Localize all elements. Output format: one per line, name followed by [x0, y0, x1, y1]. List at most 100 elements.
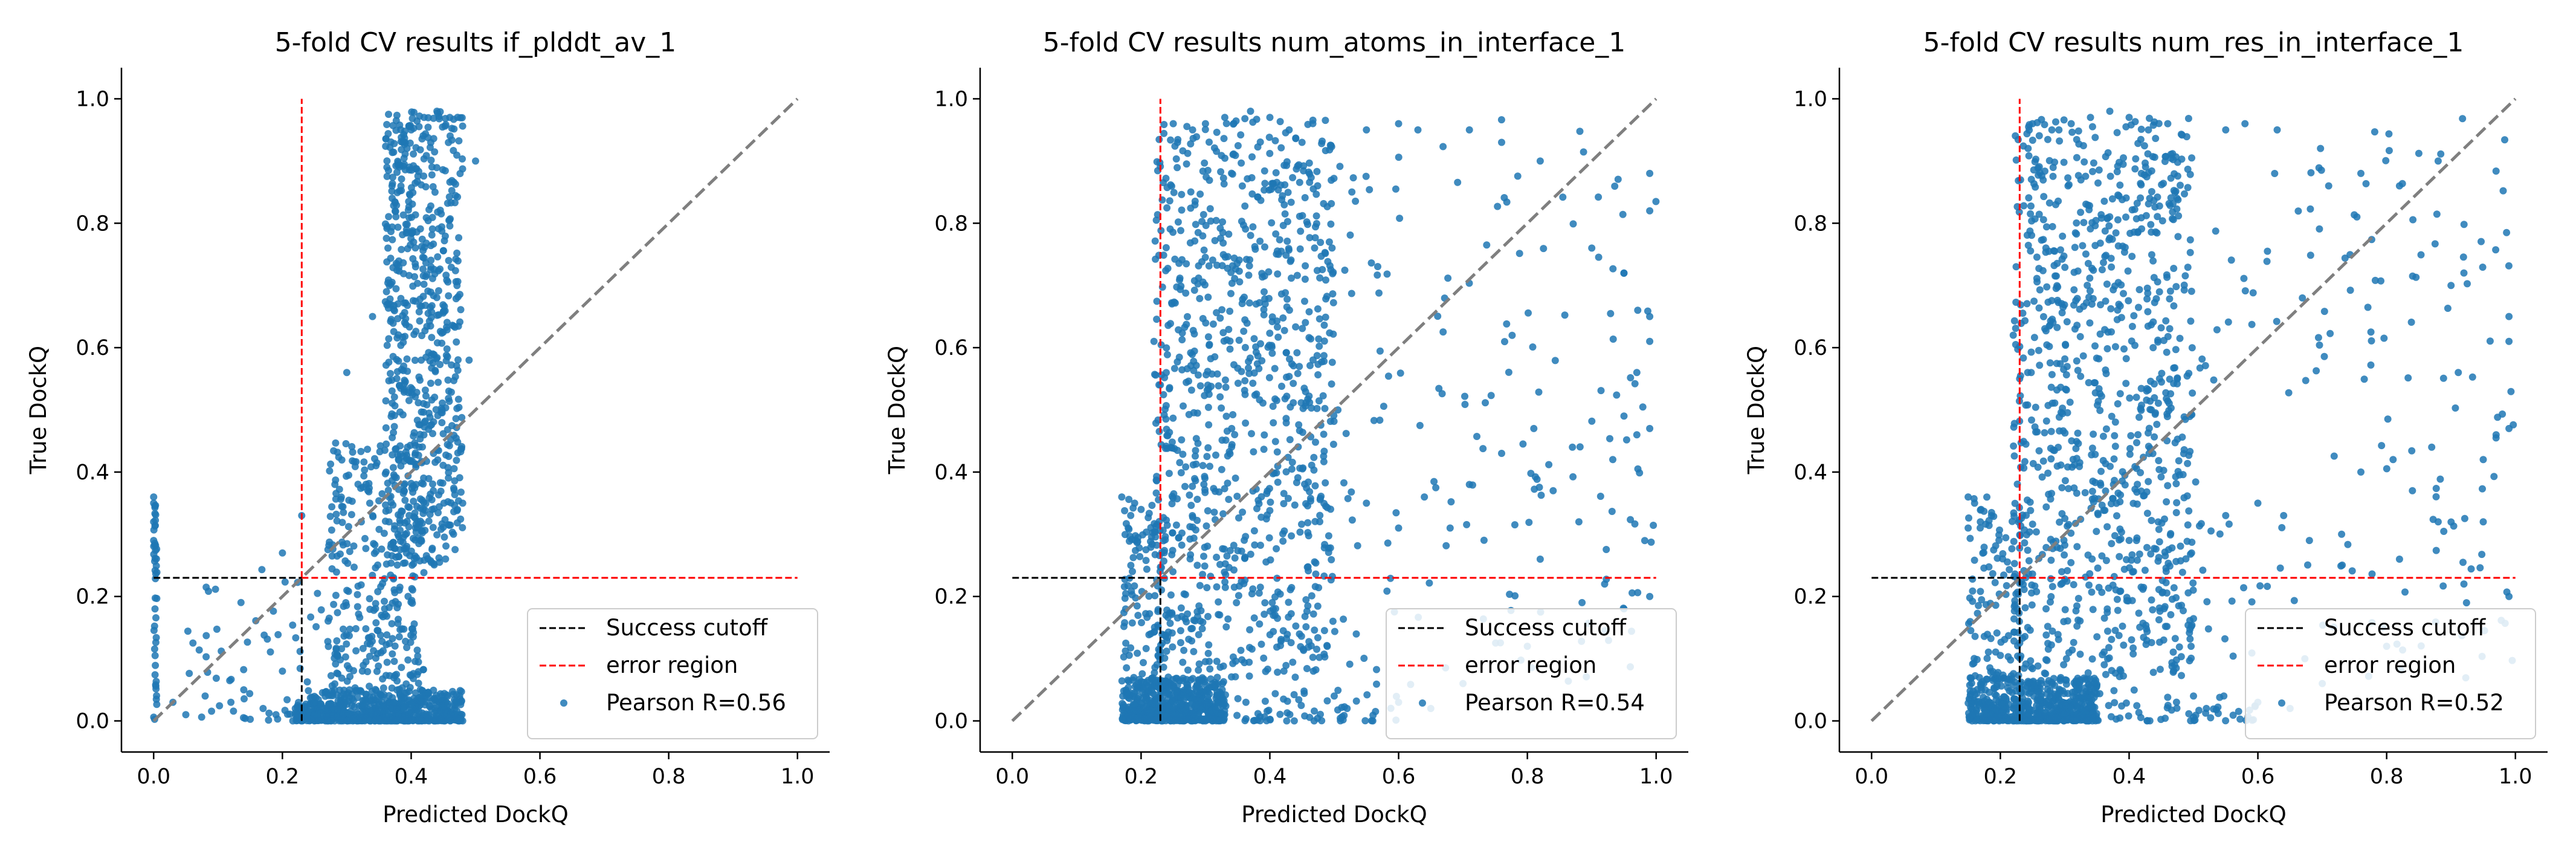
data-point: [1465, 481, 1473, 488]
data-point: [2002, 534, 2010, 542]
data-point: [1204, 507, 1212, 514]
data-point: [1248, 645, 1256, 653]
data-point: [259, 705, 267, 712]
data-point: [2156, 666, 2164, 673]
data-point: [1216, 716, 1224, 724]
data-point: [335, 453, 343, 461]
data-point: [441, 232, 449, 240]
data-point: [2186, 248, 2194, 256]
data-point: [2135, 286, 2143, 294]
data-point: [1971, 672, 1979, 679]
data-point: [1296, 528, 1304, 536]
data-point: [1158, 548, 1166, 556]
data-point: [381, 298, 389, 306]
data-point: [1262, 558, 1270, 566]
data-point: [1985, 563, 1993, 571]
data-point: [445, 397, 453, 405]
data-point: [387, 412, 395, 420]
data-point: [412, 520, 420, 528]
data-point: [1230, 566, 1238, 574]
data-point: [1283, 698, 1291, 705]
data-point: [1152, 420, 1160, 427]
data-point: [1328, 177, 1335, 184]
data-point: [436, 265, 444, 273]
data-point: [366, 595, 373, 603]
data-point: [1144, 514, 1152, 522]
data-point: [418, 692, 426, 700]
data-point: [2025, 557, 2033, 565]
data-point: [1261, 599, 1269, 607]
data-point: [404, 368, 412, 375]
data-point: [2052, 285, 2060, 293]
data-point: [1256, 717, 1264, 725]
data-point: [2092, 216, 2100, 224]
data-point: [380, 530, 388, 537]
data-point: [436, 559, 444, 566]
data-point: [1292, 622, 1300, 630]
data-point: [2079, 352, 2087, 360]
data-point: [352, 647, 360, 655]
data-point: [1514, 172, 1522, 180]
data-point: [1292, 134, 1300, 142]
data-point: [1155, 713, 1163, 721]
data-point: [422, 214, 430, 222]
data-point: [295, 699, 302, 706]
data-point: [1231, 431, 1239, 438]
data-point: [1234, 142, 1242, 149]
data-point: [247, 715, 254, 723]
data-point: [2181, 190, 2188, 198]
data-point: [408, 200, 416, 208]
data-point: [1176, 459, 1184, 467]
data-point: [1298, 138, 1306, 146]
data-point: [368, 632, 376, 640]
y-axis-label: True DockQ: [884, 346, 910, 475]
data-point: [459, 122, 466, 130]
data-point: [1305, 643, 1312, 651]
data-point: [1193, 496, 1201, 503]
data-point: [405, 271, 413, 279]
data-point: [1218, 404, 1225, 412]
data-point: [1256, 583, 1264, 591]
data-point: [1283, 161, 1291, 169]
data-point: [419, 272, 427, 280]
data-point: [1273, 448, 1281, 456]
data-point: [1609, 456, 1616, 464]
data-point: [1232, 657, 1239, 665]
data-point: [1129, 554, 1137, 562]
data-point: [2112, 229, 2120, 237]
data-point: [427, 351, 435, 359]
data-point: [314, 589, 321, 597]
data-point: [385, 335, 393, 343]
data-point: [427, 256, 435, 264]
data-point: [1613, 391, 1621, 399]
data-point: [1288, 458, 1296, 466]
data-point: [1383, 587, 1391, 595]
y-tick-label: 1.0: [934, 87, 968, 111]
data-point: [2171, 635, 2179, 643]
data-point: [1283, 630, 1291, 638]
data-point: [1274, 333, 1282, 341]
data-point: [2090, 159, 2097, 167]
data-point: [1294, 162, 1302, 170]
data-point: [1167, 591, 1175, 599]
data-point: [1479, 445, 1487, 453]
data-point: [1195, 602, 1203, 610]
data-point: [457, 306, 465, 314]
data-point: [1287, 198, 1295, 206]
data-point: [383, 342, 391, 349]
data-point: [237, 598, 245, 606]
data-point: [1536, 556, 1544, 563]
data-point: [1205, 641, 1213, 649]
data-point: [1216, 560, 1224, 568]
data-point: [1305, 308, 1313, 316]
data-point: [454, 395, 462, 403]
data-point: [2131, 342, 2139, 349]
data-point: [324, 638, 332, 646]
data-point: [2091, 342, 2099, 350]
data-point: [410, 150, 418, 158]
data-point: [317, 606, 325, 614]
data-point: [398, 175, 405, 183]
data-point: [1252, 348, 1260, 356]
data-point: [422, 392, 430, 400]
data-point: [1361, 717, 1369, 725]
